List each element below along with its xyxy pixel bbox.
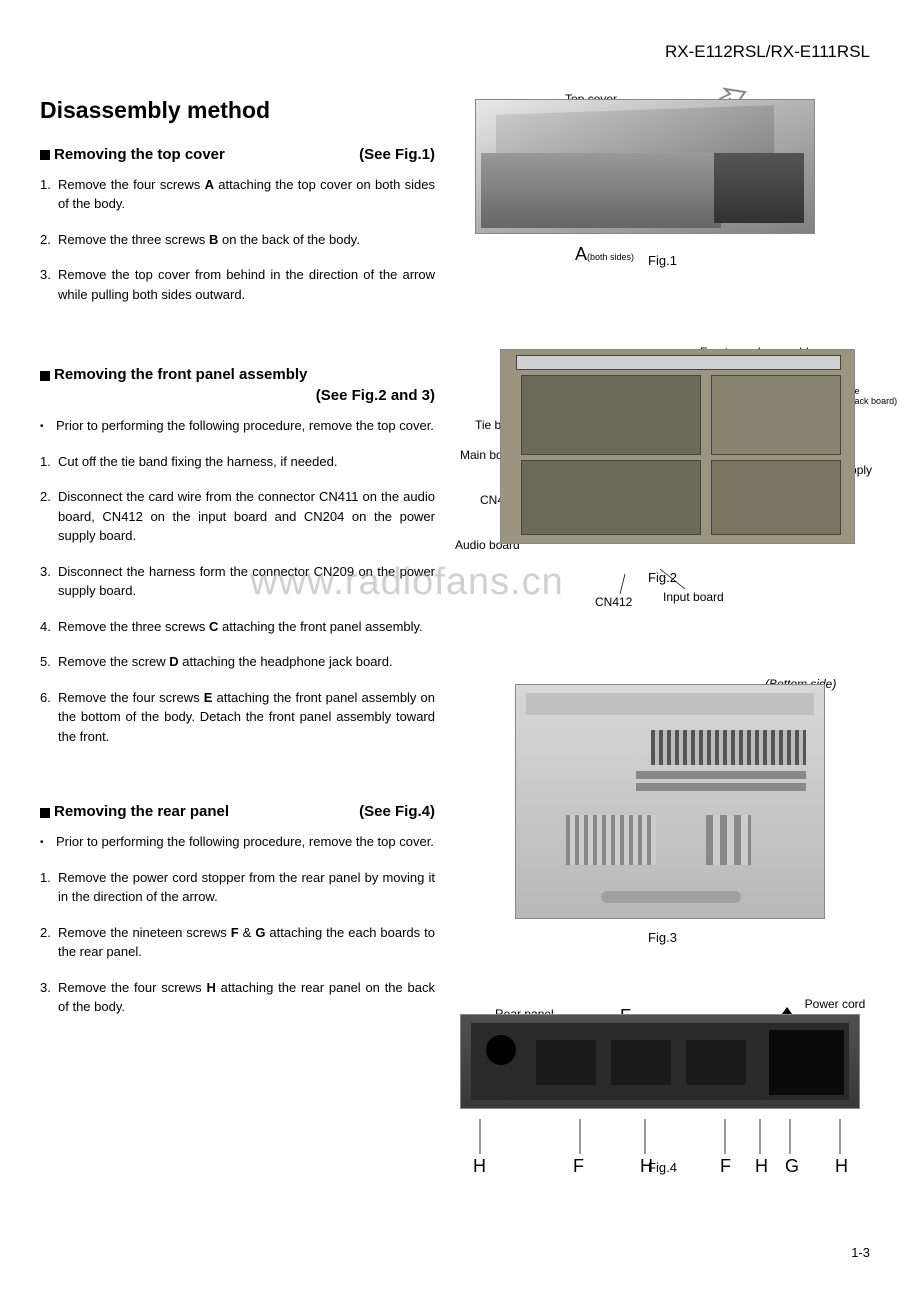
section-title-text: Removing the top cover (54, 146, 225, 163)
step-text: Remove the four screws H attaching the r… (58, 978, 435, 1017)
note-text: Prior to performing the following proced… (56, 832, 435, 852)
fig1-image (475, 99, 815, 234)
section-top-cover: Removing the top cover (See Fig.1) 1. Re… (40, 144, 435, 305)
step-num: 2. (40, 487, 58, 546)
bullet-icon (40, 150, 50, 160)
bullet-icon (40, 808, 50, 818)
step-text: Remove the screw D attaching the headpho… (58, 652, 435, 672)
fig3-caption: Fig.3 (445, 929, 880, 947)
label-F1: F (573, 1154, 584, 1179)
step-list: 1. Remove the power cord stopper from th… (40, 868, 435, 1017)
fig1-caption: Fig.1 (445, 252, 880, 270)
step-item: 2. Remove the nineteen screws F & G atta… (40, 923, 435, 962)
note-item: • Prior to performing the following proc… (40, 416, 435, 436)
step-item: 1. Remove the power cord stopper from th… (40, 868, 435, 907)
step-list: 1. Remove the four screws A attaching th… (40, 175, 435, 305)
section-title-text: Removing the front panel assembly (54, 366, 307, 383)
step-item: 1. Cut off the tie band fixing the harne… (40, 452, 435, 472)
step-text: Disconnect the card wire from the connec… (58, 487, 435, 546)
label-H3: H (755, 1154, 768, 1179)
step-num: 3. (40, 978, 58, 1017)
step-num: 3. (40, 265, 58, 304)
label-H4: H (835, 1154, 848, 1179)
step-num: 3. (40, 562, 58, 601)
figure-4: Rear panel F Power cord stopper (445, 1014, 880, 1204)
step-text: Disconnect the harness form the connecto… (58, 562, 435, 601)
right-column: www.radiofans.cn Top cover B A(both side… (445, 94, 880, 1224)
step-text: Remove the three screws C attaching the … (58, 617, 435, 637)
model-header: RX-E112RSL/RX-E111RSL (40, 40, 880, 64)
step-text: Remove the top cover from behind in the … (58, 265, 435, 304)
step-num: 2. (40, 923, 58, 962)
note-text: Prior to performing the following proced… (56, 416, 435, 436)
step-item: 5. Remove the screw D attaching the head… (40, 652, 435, 672)
step-text: Remove the nineteen screws F & G attachi… (58, 923, 435, 962)
label-F2: F (720, 1154, 731, 1179)
page-number: 1-3 (40, 1244, 880, 1262)
leader-lines-4 (445, 1014, 875, 1194)
bullet-icon (40, 371, 50, 381)
step-num: 1. (40, 452, 58, 472)
step-item: 6. Remove the four screws E attaching th… (40, 688, 435, 747)
step-item: 3. Remove the top cover from behind in t… (40, 265, 435, 304)
section-title: Removing the top cover (See Fig.1) (40, 144, 435, 165)
content-row: Disassembly method Removing the top cove… (40, 94, 880, 1224)
step-num: 5. (40, 652, 58, 672)
section-title: Removing the rear panel (See Fig.4) (40, 801, 435, 822)
step-num: 4. (40, 617, 58, 637)
step-text: Remove the four screws A attaching the t… (58, 175, 435, 214)
step-num: 2. (40, 230, 58, 250)
step-text: Remove the four screws E attaching the f… (58, 688, 435, 747)
step-item: 1. Remove the four screws A attaching th… (40, 175, 435, 214)
label-H1: H (473, 1154, 486, 1179)
section-title-text: Removing the rear panel (54, 803, 229, 820)
fig2-image (500, 349, 855, 544)
section-front-panel: Removing the front panel assembly (See F… (40, 364, 435, 746)
label-H2: H (640, 1154, 653, 1179)
step-item: 3. Disconnect the harness form the conne… (40, 562, 435, 601)
section-title: Removing the front panel assembly (See F… (40, 364, 435, 406)
step-item: 2. Remove the three screws B on the back… (40, 230, 435, 250)
see-ref: (See Fig.2 and 3) (40, 385, 435, 406)
step-num: 1. (40, 175, 58, 214)
step-text: Remove the three screws B on the back of… (58, 230, 435, 250)
figure-3: (Bottom side) Front panel assembly E E F… (445, 684, 880, 994)
see-ref: (See Fig.4) (359, 801, 435, 822)
step-text: Remove the power cord stopper from the r… (58, 868, 435, 907)
step-item: 4. Remove the three screws C attaching t… (40, 617, 435, 637)
label-A: A(both sides) (575, 242, 634, 267)
main-title: Disassembly method (40, 94, 435, 126)
note-item: • Prior to performing the following proc… (40, 832, 435, 852)
label-G: G (785, 1154, 799, 1179)
left-column: Disassembly method Removing the top cove… (40, 94, 435, 1224)
step-num: 6. (40, 688, 58, 747)
figure-2: Front panel assembly C C CN209 D (attach… (445, 349, 880, 639)
figure-1: Top cover B A(both sides) Fig.1 (445, 99, 880, 299)
step-item: 3. Remove the four screws H attaching th… (40, 978, 435, 1017)
fig3-image (515, 684, 825, 919)
note-marker: • (40, 832, 56, 852)
step-list: 1. Cut off the tie band fixing the harne… (40, 452, 435, 747)
step-item: 2. Disconnect the card wire from the con… (40, 487, 435, 546)
step-text: Cut off the tie band fixing the harness,… (58, 452, 435, 472)
see-ref: (See Fig.1) (359, 144, 435, 165)
step-num: 1. (40, 868, 58, 907)
note-marker: • (40, 416, 56, 436)
section-rear-panel: Removing the rear panel (See Fig.4) • Pr… (40, 801, 435, 1017)
